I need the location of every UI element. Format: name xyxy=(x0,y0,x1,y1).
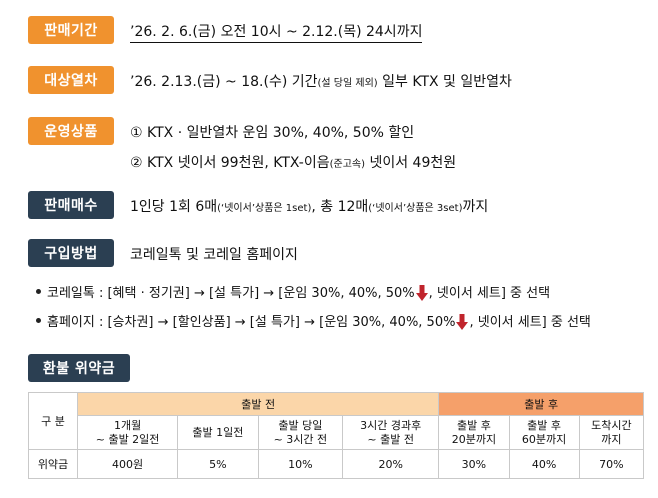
refund-col-header: 출발 당일 ~ 3시간 전 xyxy=(257,415,344,450)
refund-row-label: 위약금 xyxy=(28,449,78,479)
sale-period-value: ’26. 2. 6.(금) 오전 10시 ~ 2.12.(목) 24시까지 xyxy=(130,21,423,43)
refund-col-header: 출발 후 60분까지 xyxy=(508,415,580,450)
purchase-bullet-app: 코레일톡 : [혜택 · 정기권] → [설 특가] → [운임 30%, 40… xyxy=(36,282,550,302)
sale-count-label: 판매매수 xyxy=(28,191,114,219)
purchase-label: 구입방법 xyxy=(28,239,114,267)
refund-value: 10% xyxy=(257,449,344,479)
refund-col-header: 3시간 경과후 ~ 출발 전 xyxy=(342,415,440,450)
refund-col-header: 출발 후 20분까지 xyxy=(438,415,510,450)
products-line-2-prefix: ② KTX 넷이서 99천원, KTX-이음 xyxy=(130,155,330,171)
sale-count-note-2: (‘넷이서’상품은 3set) xyxy=(368,203,463,214)
refund-after-header: 출발 후 xyxy=(438,392,644,416)
refund-col-header: 출발 1일전 xyxy=(177,415,259,450)
refund-value: 5% xyxy=(177,449,259,479)
target-trains-prefix: ’26. 2.13.(금) ~ 18.(수) 기간 xyxy=(130,74,318,90)
refund-value: 40% xyxy=(508,449,580,479)
products-line-1: ① KTX · 일반열차 운임 30%, 40%, 50% 할인 xyxy=(130,125,415,141)
sale-count-part-3: 까지 xyxy=(462,199,489,215)
refund-table: 구 분 출발 전 출발 후 1개월 ~ 출발 2일전 출발 1일전 출발 당일 ~ … xyxy=(28,392,645,479)
products-line-2-note: (준고속) xyxy=(329,159,366,170)
refund-value: 70% xyxy=(578,449,645,479)
refund-value: 400원 xyxy=(76,449,179,479)
down-arrow-icon xyxy=(456,313,469,330)
refund-value: 20% xyxy=(342,449,440,479)
bullet-dot xyxy=(36,289,41,294)
purchase-bullet-web: 홈페이지 : [승차권] → [할인상품] → [설 특가] → [운임 30%… xyxy=(36,311,591,331)
sale-period-label: 판매기간 xyxy=(28,16,114,44)
refund-gubun-header: 구 분 xyxy=(28,392,78,450)
target-trains-suffix: 일부 KTX 및 일반열차 xyxy=(377,74,512,90)
target-trains-value: ’26. 2.13.(금) ~ 18.(수) 기간(설 당일 제외) 일부 KT… xyxy=(130,71,512,91)
purchase-bullet-app-prefix: 코레일톡 : [혜택 · 정기권] → [설 특가] → [운임 30%, 40… xyxy=(47,286,415,301)
refund-before-header: 출발 전 xyxy=(76,392,440,416)
products-line-2: ② KTX 넷이서 99천원, KTX-이음(준고속) 넷이서 49천원 xyxy=(130,152,456,172)
down-arrow-icon xyxy=(415,284,428,301)
refund-value: 30% xyxy=(438,449,510,479)
sale-count-value: 1인당 1회 6매(‘넷이서’상품은 1set), 총 12매(‘넷이서’상품은… xyxy=(130,196,488,216)
refund-col-header: 도착시간 까지 xyxy=(578,415,645,450)
products-label: 운영상품 xyxy=(28,117,114,145)
purchase-bullet-web-suffix: , 넷이서 세트] 중 선택 xyxy=(469,315,591,330)
refund-label: 환불 위약금 xyxy=(28,354,130,382)
purchase-bullet-web-prefix: 홈페이지 : [승차권] → [할인상품] → [설 특가] → [운임 30%… xyxy=(47,315,456,330)
bullet-dot xyxy=(36,318,41,323)
sale-count-part-2: , 총 12매 xyxy=(311,199,369,215)
sale-count-part-1: 1인당 1회 6매 xyxy=(130,199,218,215)
purchase-bullet-app-suffix: , 넷이서 세트] 중 선택 xyxy=(428,286,551,301)
products-line-2-suffix: 넷이서 49천원 xyxy=(365,155,457,171)
refund-col-header: 1개월 ~ 출발 2일전 xyxy=(76,415,179,450)
sale-count-note-1: (‘넷이서’상품은 1set) xyxy=(217,203,312,214)
target-trains-note: (설 당일 제외) xyxy=(317,78,378,89)
purchase-value: 코레일톡 및 코레일 홈페이지 xyxy=(130,247,298,263)
target-trains-label: 대상열차 xyxy=(28,66,114,94)
